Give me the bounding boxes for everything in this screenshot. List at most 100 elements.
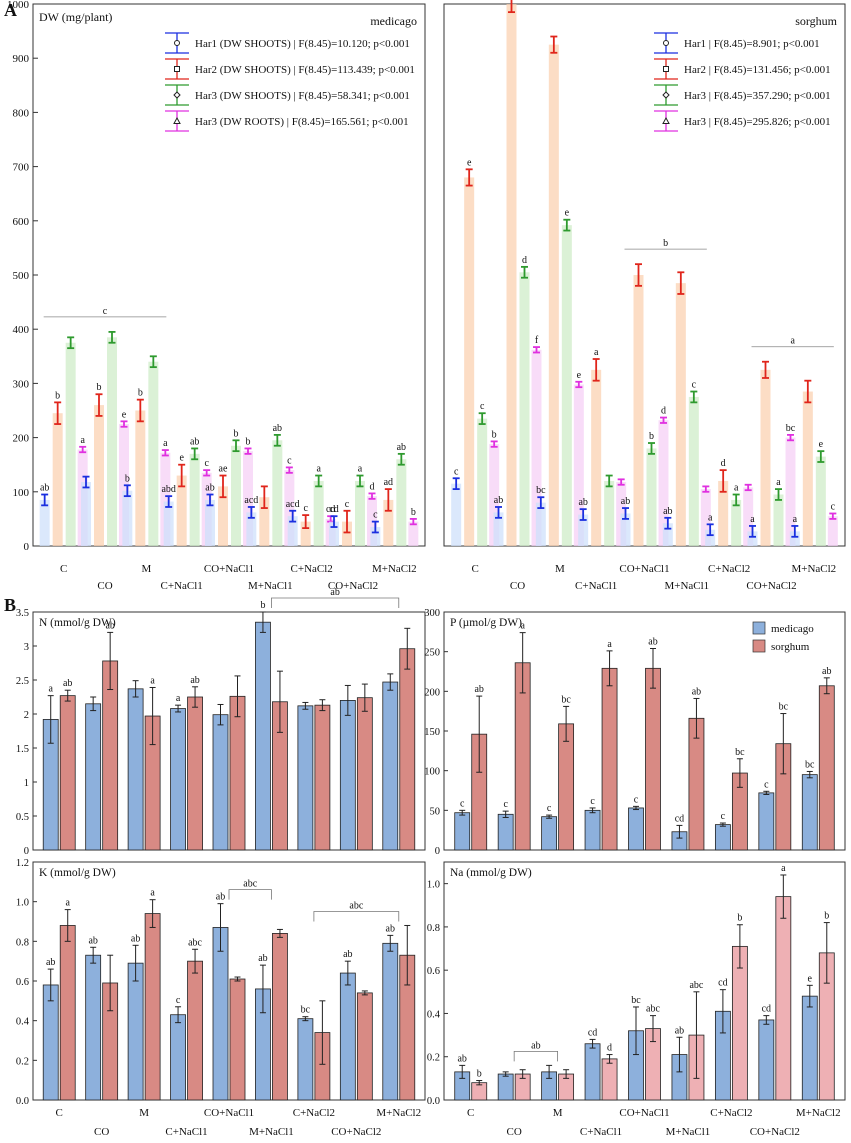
bar — [259, 497, 270, 546]
bar — [399, 648, 416, 851]
bar — [339, 700, 356, 851]
y-tick-label: 200 — [13, 433, 30, 445]
significance-letter: abc — [646, 1004, 660, 1015]
significance-letter: bc — [805, 759, 815, 770]
legend-marker-square — [174, 66, 180, 72]
bar — [493, 512, 504, 546]
bar — [255, 621, 271, 851]
significance-letter: ab — [205, 483, 214, 494]
x-tick-label: CO — [94, 1126, 109, 1138]
x-tick-label: C — [56, 1107, 63, 1119]
bar — [176, 475, 187, 546]
legend-marker-triangle — [173, 116, 181, 124]
significance-letter: cd — [762, 1004, 771, 1015]
bar — [160, 452, 171, 546]
bar — [747, 531, 758, 546]
y-tick-label: 2.5 — [16, 676, 29, 687]
bar — [284, 470, 295, 546]
bar — [382, 942, 399, 1101]
significance-letter: ab — [648, 636, 657, 647]
y-axis-label: P (µmol/g DW) — [450, 617, 522, 629]
panel-B-N: 00.511.522.533.5N (mmol/g DW)a ababaaabba… — [16, 587, 426, 857]
x-tick-label: C+NaCl2 — [710, 1107, 752, 1119]
bar — [801, 995, 818, 1101]
y-tick-label: 3 — [24, 642, 29, 653]
significance-letter: ab — [343, 949, 352, 960]
bar — [454, 812, 471, 851]
significance-letter: a — [607, 639, 612, 650]
significance-letter: d — [607, 1043, 612, 1054]
significance-letter: cd — [588, 1027, 597, 1038]
significance-letter: c — [480, 401, 485, 412]
bar — [477, 418, 488, 546]
significance-letter: b — [649, 431, 654, 442]
significance-letter: ab — [190, 436, 199, 447]
significance-letter: b — [824, 911, 829, 922]
bracket-label: ab — [531, 1040, 540, 1051]
plot-frame — [443, 3, 846, 547]
bar — [541, 816, 558, 851]
significance-letter: b — [55, 390, 60, 401]
significance-letter: ab — [131, 933, 140, 944]
significance-letter: ab — [474, 684, 483, 695]
significance-letter: c — [692, 380, 697, 391]
legend-marker-square — [663, 66, 669, 72]
x-tick-label: CO+NaCl1 — [619, 563, 669, 575]
bar — [714, 824, 731, 851]
x-tick-label: C — [467, 1107, 474, 1119]
significance-letter: b — [138, 388, 143, 399]
bar — [246, 512, 257, 546]
x-tick-label: C — [60, 563, 67, 575]
bar — [189, 453, 200, 546]
significance-letter: c — [303, 503, 308, 514]
bar — [497, 1073, 514, 1101]
bar — [272, 933, 288, 1101]
significance-letter: c — [345, 499, 350, 510]
bar — [370, 527, 381, 546]
legend-entry: Har3 (DW ROOTS) | F(8.45)=165.561; p<0.0… — [195, 116, 409, 128]
bar — [818, 685, 835, 851]
bracket-line — [228, 889, 272, 900]
bracket-label: abc — [349, 900, 363, 911]
bar — [775, 896, 792, 1101]
significance-letter: ab — [457, 1053, 466, 1064]
bracket-label: c — [103, 306, 108, 317]
legend-entry: Har3 | F(8.45)=295.826; p<0.001 — [684, 116, 831, 128]
y-tick-label: 300 — [13, 378, 30, 390]
significance-letter: e — [467, 157, 472, 168]
significance-letter: b — [411, 507, 416, 518]
y-tick-label: 0.8 — [16, 937, 29, 948]
legend-entry: Har2 | F(8.45)=131.456; p<0.001 — [684, 64, 831, 76]
y-tick-label: 900 — [13, 53, 30, 65]
bar — [731, 945, 748, 1101]
y-tick-label: 800 — [13, 107, 30, 119]
y-tick-label: 0.2 — [427, 1053, 440, 1064]
chart-title: sorghum — [795, 14, 837, 28]
bar — [122, 490, 133, 546]
significance-letter: ab — [216, 892, 225, 903]
bar — [297, 1018, 314, 1101]
significance-letter: cd — [675, 813, 684, 824]
y-tick-label: 400 — [13, 324, 30, 336]
bar — [815, 456, 826, 546]
significance-letter: acd — [244, 495, 258, 506]
panel-B-P: 0 50 100 150 200 250 300 P (µmol/g DW) medicago s… — [424, 608, 846, 857]
bar — [519, 272, 530, 546]
significance-letter: a — [65, 898, 70, 909]
bar — [591, 369, 602, 546]
bar — [342, 521, 352, 546]
bar — [658, 420, 669, 546]
significance-letter: ab — [190, 675, 199, 686]
bracket-line — [271, 597, 400, 608]
significance-letter: a — [750, 514, 755, 525]
bar — [633, 275, 644, 546]
bar — [59, 695, 76, 851]
legend-swatch — [752, 639, 766, 653]
y-tick-label: 700 — [13, 162, 30, 174]
significance-letter: b — [97, 382, 102, 393]
bar — [743, 487, 754, 546]
bar — [135, 410, 146, 546]
bar — [601, 667, 618, 851]
bar — [758, 792, 775, 851]
significance-letter: ab — [692, 686, 701, 697]
